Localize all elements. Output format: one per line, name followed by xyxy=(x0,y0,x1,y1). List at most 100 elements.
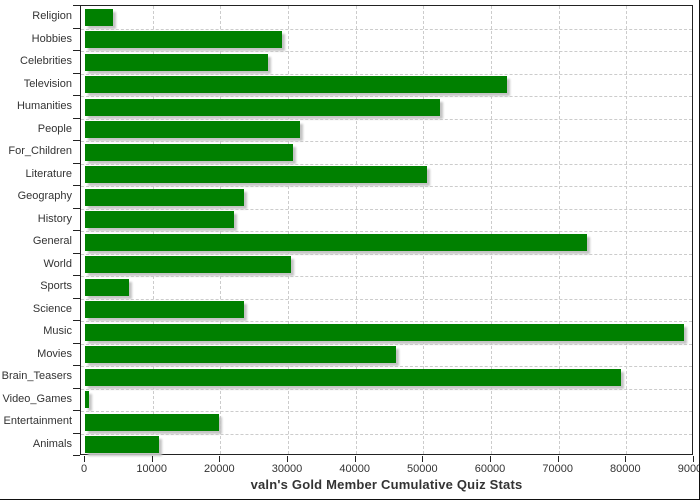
x-axis-label: 80000 xyxy=(610,463,641,475)
y-axis-label: World xyxy=(43,257,72,270)
x-axis-label: 50000 xyxy=(407,463,438,475)
y-axis-label: Animals xyxy=(32,437,72,450)
y-axis-label: Video_Games xyxy=(2,392,72,405)
horizontal-gridline xyxy=(81,343,692,345)
y-axis-label: Humanities xyxy=(16,100,72,112)
y-axis-tick xyxy=(73,185,80,186)
horizontal-gridline xyxy=(81,28,692,30)
vertical-gridline xyxy=(288,6,289,454)
x-axis-tick xyxy=(422,456,424,462)
y-axis-tick xyxy=(73,95,80,96)
x-axis-label: 10000 xyxy=(136,463,167,475)
bar-humanities xyxy=(85,98,440,116)
x-axis-label: 0 xyxy=(80,463,88,475)
x-axis-label: 30000 xyxy=(271,463,303,475)
y-axis-label: Celebrities xyxy=(20,55,72,67)
horizontal-gridline xyxy=(81,433,692,435)
y-axis-label: Science xyxy=(32,302,72,315)
bar-video_games xyxy=(85,391,90,409)
y-axis-tick xyxy=(73,252,80,254)
x-axis-tick xyxy=(693,456,694,462)
vertical-gridline xyxy=(491,6,492,454)
plot-area xyxy=(80,5,693,455)
y-axis-tick xyxy=(73,320,80,321)
y-axis-label: Brain_Teasers xyxy=(1,370,72,382)
y-axis-tick xyxy=(73,27,80,29)
y-axis-label: Movies xyxy=(37,347,72,360)
horizontal-gridline xyxy=(81,163,692,165)
x-axis-tick xyxy=(151,456,153,462)
bar-literature xyxy=(85,166,427,184)
horizontal-gridline xyxy=(81,141,692,142)
y-axis-tick xyxy=(73,432,80,434)
y-axis-tick xyxy=(73,207,80,209)
y-axis-tick xyxy=(73,342,80,344)
horizontal-gridline xyxy=(81,186,692,187)
y-axis-tick xyxy=(73,140,80,141)
bar-for_children xyxy=(85,143,293,161)
y-axis-label: General xyxy=(32,235,72,247)
bar-television xyxy=(85,76,508,94)
x-axis-tick xyxy=(84,456,85,462)
vertical-gridline xyxy=(152,6,154,454)
bar-religion xyxy=(85,8,114,26)
horizontal-gridline xyxy=(81,253,692,255)
vertical-gridline xyxy=(558,6,560,454)
vertical-gridline xyxy=(423,6,425,454)
x-axis-label: 70000 xyxy=(542,463,573,475)
x-axis-tick xyxy=(354,456,356,462)
y-axis-label: History xyxy=(37,212,72,225)
horizontal-gridline xyxy=(81,231,692,232)
y-axis-tick xyxy=(73,410,80,411)
y-axis-label: Literature xyxy=(25,167,72,180)
x-axis-label: 20000 xyxy=(204,463,235,475)
horizontal-gridline xyxy=(81,96,692,97)
y-axis-tick xyxy=(73,365,80,366)
y-axis-tick xyxy=(73,455,80,456)
horizontal-gridline xyxy=(81,208,692,210)
bar-music xyxy=(85,323,684,341)
horizontal-gridline xyxy=(81,51,692,52)
horizontal-gridline xyxy=(81,298,692,300)
x-axis-tick xyxy=(287,456,288,462)
x-axis-label: 40000 xyxy=(339,463,370,475)
y-axis-label: People xyxy=(37,122,72,135)
y-axis-label: Entertainment xyxy=(3,415,72,427)
y-axis-tick xyxy=(73,72,80,74)
chart-title: valn's Gold Member Cumulative Quiz Stats xyxy=(250,477,523,492)
bar-movies xyxy=(85,346,397,364)
vertical-gridline xyxy=(355,6,357,454)
bar-world xyxy=(85,256,292,274)
x-axis-label: 60000 xyxy=(474,463,506,475)
y-axis-tick xyxy=(73,162,80,164)
y-axis-label: Television xyxy=(23,77,72,90)
y-axis-tick xyxy=(73,297,80,299)
y-axis-tick xyxy=(73,117,80,119)
horizontal-gridline xyxy=(81,276,692,277)
x-axis-tick xyxy=(625,456,627,462)
bar-celebrities xyxy=(85,53,269,71)
vertical-gridline xyxy=(220,6,222,454)
horizontal-gridline xyxy=(81,366,692,367)
x-axis-tick xyxy=(219,456,221,462)
x-axis-tick xyxy=(557,456,559,462)
horizontal-gridline xyxy=(81,411,692,412)
y-axis-tick xyxy=(73,50,80,51)
y-axis-label: Hobbies xyxy=(31,32,72,45)
y-axis-label: Religion xyxy=(32,10,72,22)
horizontal-gridline xyxy=(81,388,692,390)
horizontal-gridline xyxy=(81,73,692,75)
horizontal-gridline xyxy=(81,321,692,322)
y-axis-tick xyxy=(73,5,80,6)
y-axis-label: Sports xyxy=(40,280,72,292)
bar-science xyxy=(85,301,245,319)
vertical-gridline xyxy=(626,6,628,454)
y-axis-label: Music xyxy=(43,325,72,337)
bar-geography xyxy=(85,188,245,206)
bar-sports xyxy=(85,278,129,296)
y-axis-label: Geography xyxy=(17,190,72,202)
bar-entertainment xyxy=(85,413,219,431)
bar-people xyxy=(85,121,301,139)
horizontal-gridline xyxy=(81,118,692,120)
